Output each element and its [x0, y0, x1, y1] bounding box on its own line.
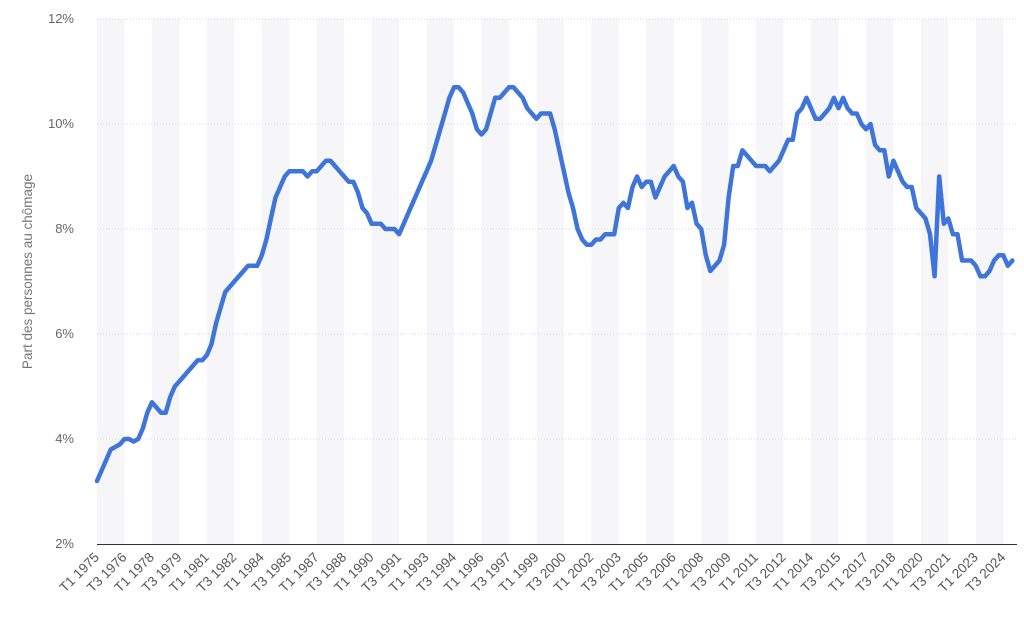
y-tick-label: 2% — [55, 536, 74, 551]
year-band — [865, 19, 894, 544]
y-tick-label: 8% — [55, 221, 74, 236]
y-axis-tick-labels: 2% 4% 6% 8% 10% 12% — [48, 11, 74, 551]
year-band — [756, 19, 784, 544]
year-band — [646, 19, 674, 544]
year-band — [426, 19, 455, 544]
y-tick-label: 12% — [48, 11, 74, 26]
alternating-year-bands — [97, 19, 1004, 544]
y-tick-label: 4% — [55, 431, 74, 446]
year-band — [811, 19, 839, 544]
horizontal-gridlines — [97, 18, 1017, 440]
year-band — [97, 19, 125, 544]
y-tick-label: 6% — [55, 326, 74, 341]
year-band — [481, 19, 509, 544]
year-band — [151, 19, 180, 544]
year-band — [591, 19, 619, 544]
year-band — [371, 19, 400, 544]
year-band — [975, 19, 1004, 544]
year-band — [920, 19, 949, 544]
year-band — [261, 19, 290, 544]
year-band — [701, 19, 729, 544]
y-axis-label: Part des personnes au chômage — [20, 174, 35, 369]
year-band — [316, 19, 345, 544]
year-band — [206, 19, 235, 544]
unemployment-rate-line — [94, 85, 1015, 484]
year-band — [536, 19, 564, 544]
y-tick-label: 10% — [48, 116, 74, 131]
